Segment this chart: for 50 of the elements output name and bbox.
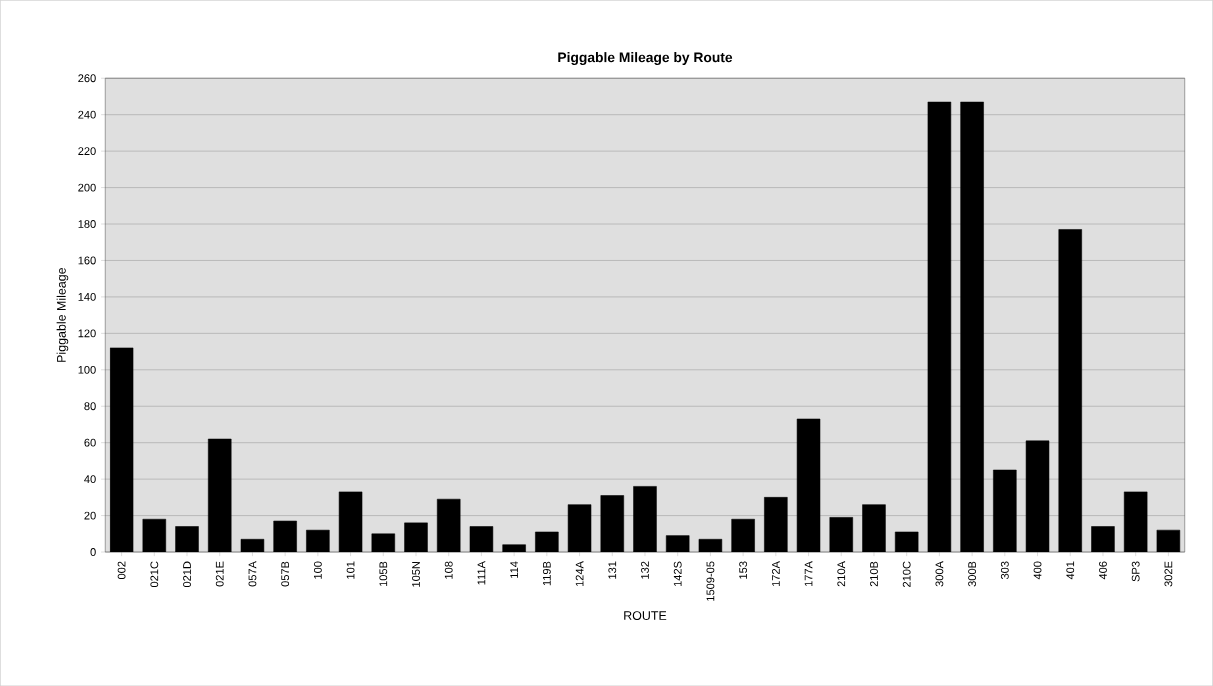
x-tick-label: 177A xyxy=(804,560,813,586)
chart-title: Piggable Mileage by Route xyxy=(558,51,733,65)
x-tick-label: 300B xyxy=(968,561,977,587)
y-tick-label: 20 xyxy=(84,511,96,520)
y-tick-label: 240 xyxy=(78,110,96,119)
y-tick-label: 0 xyxy=(90,548,96,556)
x-tick-label: 302E xyxy=(1164,561,1173,587)
x-tick-label: 401 xyxy=(1066,561,1075,580)
x-tick-label: 124A xyxy=(575,560,584,586)
x-tick-label: 021D xyxy=(183,561,191,587)
x-tick-label: 406 xyxy=(1099,561,1107,580)
y-tick-label: 220 xyxy=(78,147,96,155)
x-tick-label: 1509-05 xyxy=(706,561,715,601)
x-tick-label: 131 xyxy=(608,561,617,579)
y-tick-label: 120 xyxy=(78,329,96,338)
x-tick-label: 300A xyxy=(935,560,944,587)
y-tick-label: 40 xyxy=(84,475,96,483)
x-tick-label: 210A xyxy=(837,560,846,587)
x-tick-label: 002 xyxy=(117,561,126,579)
x-tick-label: 303 xyxy=(1000,561,1009,579)
x-tick-label: 119B xyxy=(542,561,551,586)
x-tick-label: 114 xyxy=(510,561,518,578)
y-tick-label: 140 xyxy=(78,292,96,301)
y-tick-label: 80 xyxy=(84,402,96,411)
x-axis-title: ROUTE xyxy=(624,611,667,620)
x-tick-label: 108 xyxy=(444,561,453,579)
x-tick-label: 210C xyxy=(902,561,911,587)
y-tick-label: 200 xyxy=(78,183,96,192)
x-tick-label: 172A xyxy=(771,560,780,586)
x-tick-label: 111A xyxy=(477,560,486,585)
x-tick-label: 105B xyxy=(379,561,388,586)
x-tick-label: 021E xyxy=(215,561,224,587)
y-tick-label: 160 xyxy=(78,256,96,265)
x-tick-label: 400 xyxy=(1033,561,1042,580)
x-tick-label: 057A xyxy=(248,560,257,587)
y-tick-label: 60 xyxy=(84,438,96,447)
x-tick-label: SP3 xyxy=(1131,561,1140,582)
y-tick-label: 260 xyxy=(78,74,96,83)
x-tick-label: 100 xyxy=(313,561,322,579)
x-tick-label: 057B xyxy=(281,561,290,587)
x-tick-label: 142S xyxy=(673,561,682,586)
x-tick-label: 153 xyxy=(739,561,748,579)
x-tick-label: 210B xyxy=(870,561,878,587)
y-tick-label: 180 xyxy=(78,219,96,228)
y-tick-label: 100 xyxy=(78,365,96,374)
x-tick-label: 105N xyxy=(412,561,420,587)
x-tick-label: 132 xyxy=(641,561,649,579)
x-tick-label: 101 xyxy=(346,561,355,579)
y-axis-title: Piggable Mileage xyxy=(56,267,69,362)
x-tick-label: 021C xyxy=(150,561,159,587)
